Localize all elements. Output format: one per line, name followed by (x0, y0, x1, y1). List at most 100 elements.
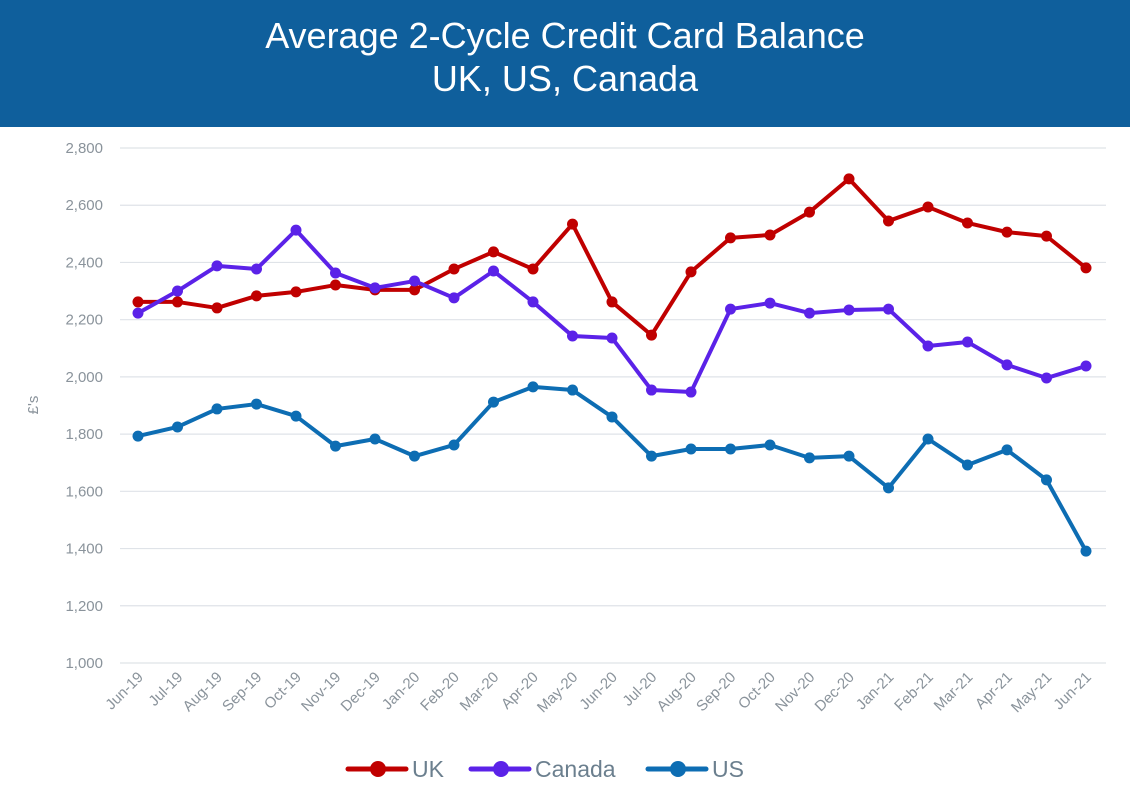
data-point-uk (132, 296, 144, 308)
data-point-us (290, 410, 302, 422)
data-point-canada (962, 336, 973, 348)
x-tick-label: Oct-19 (261, 669, 305, 713)
data-point-canada (448, 292, 460, 304)
data-point-uk (606, 296, 618, 308)
data-point-uk (330, 279, 341, 291)
data-point-us (764, 439, 776, 451)
data-point-canada (290, 224, 302, 236)
x-tick-label: Aug-20 (654, 669, 700, 715)
data-point-canada (567, 330, 578, 342)
chart-title: Average 2-Cycle Credit Card Balance (265, 15, 865, 56)
data-point-uk (843, 173, 855, 185)
data-point-uk (1001, 226, 1013, 238)
x-tick-label: Dec-20 (812, 669, 858, 715)
x-tick-label: Nov-20 (772, 669, 818, 715)
y-tick-label: 2,200 (65, 312, 103, 329)
data-point-canada (685, 386, 697, 398)
data-point-us (527, 381, 539, 393)
data-point-us (606, 411, 618, 423)
data-point-canada (1080, 360, 1092, 372)
y-tick-label: 2,800 (65, 140, 103, 157)
data-point-canada (804, 307, 815, 319)
data-point-us (804, 452, 815, 464)
data-point-us (330, 440, 341, 452)
data-point-us (962, 459, 973, 471)
data-point-canada (1041, 372, 1052, 384)
chart-header: Average 2-Cycle Credit Card Balance UK, … (0, 0, 1130, 127)
data-point-uk (251, 290, 262, 302)
series-line-canada (137, 228, 1087, 395)
data-point-uk (962, 217, 973, 229)
data-point-us (567, 384, 578, 396)
y-tick-label: 1,400 (65, 541, 103, 558)
data-point-uk (804, 206, 815, 218)
data-point-us (448, 439, 460, 451)
data-point-us (922, 433, 934, 445)
x-tick-label: Feb-20 (417, 669, 463, 715)
chart-subtitle: UK, US, Canada (431, 58, 699, 99)
y-axis-label: £'s (25, 396, 42, 415)
y-tick-label: 1,000 (65, 655, 103, 672)
data-point-uk (527, 263, 539, 275)
x-tick-label: Sep-20 (693, 669, 739, 715)
x-tick-label: Feb-21 (891, 669, 937, 715)
data-point-us (211, 403, 223, 415)
data-point-uk (290, 286, 302, 298)
data-point-canada (330, 267, 341, 279)
data-point-us (646, 450, 657, 462)
data-point-us (685, 443, 697, 455)
data-point-canada (132, 307, 144, 319)
data-point-canada (1001, 359, 1013, 371)
legend-label-us: US (712, 756, 744, 782)
data-point-canada (843, 304, 855, 316)
data-point-uk (448, 263, 460, 275)
data-point-uk (764, 229, 776, 241)
x-tick-label: May-21 (1008, 669, 1055, 716)
x-tick-label: Jan-21 (853, 669, 897, 713)
legend-marker-us (670, 761, 686, 777)
y-tick-label: 1,600 (65, 483, 103, 500)
data-point-us (369, 433, 381, 445)
y-tick-label: 1,800 (65, 426, 103, 443)
data-point-canada (646, 384, 657, 396)
x-tick-label: Jan-20 (379, 669, 423, 713)
data-point-uk (567, 218, 578, 230)
data-point-uk (646, 329, 657, 341)
data-point-us (251, 398, 262, 410)
y-tick-label: 2,400 (65, 254, 103, 271)
legend-label-canada: Canada (535, 756, 616, 782)
data-point-uk (409, 284, 420, 296)
data-point-uk (488, 246, 499, 258)
data-point-us (1041, 474, 1052, 486)
data-point-canada (172, 285, 183, 297)
data-point-us (843, 450, 855, 462)
data-point-canada (527, 296, 539, 308)
data-point-canada (883, 303, 894, 315)
data-point-canada (922, 340, 934, 352)
data-point-us (488, 396, 499, 408)
data-point-canada (488, 265, 499, 277)
data-point-us (1080, 545, 1092, 557)
legend-label-uk: UK (412, 756, 445, 782)
x-tick-label: Sep-19 (219, 669, 265, 715)
x-tick-label: Aug-19 (180, 669, 226, 715)
data-point-canada (369, 282, 381, 294)
x-tick-label: Jun-20 (576, 669, 620, 713)
data-point-uk (922, 201, 934, 213)
data-point-uk (1041, 230, 1052, 242)
y-tick-label: 2,000 (65, 369, 103, 386)
y-tick-label: 1,200 (65, 598, 103, 615)
data-point-us (172, 421, 183, 433)
data-point-uk (172, 296, 183, 308)
legend-marker-canada (493, 761, 509, 777)
data-point-us (409, 450, 420, 462)
data-point-canada (211, 260, 223, 272)
data-point-canada (606, 332, 618, 344)
x-tick-label: Mar-21 (931, 669, 977, 715)
data-point-uk (685, 266, 697, 278)
data-point-canada (764, 297, 776, 309)
data-point-uk (211, 302, 223, 314)
x-tick-label: Dec-19 (338, 669, 384, 715)
series-line-uk (138, 176, 1088, 338)
